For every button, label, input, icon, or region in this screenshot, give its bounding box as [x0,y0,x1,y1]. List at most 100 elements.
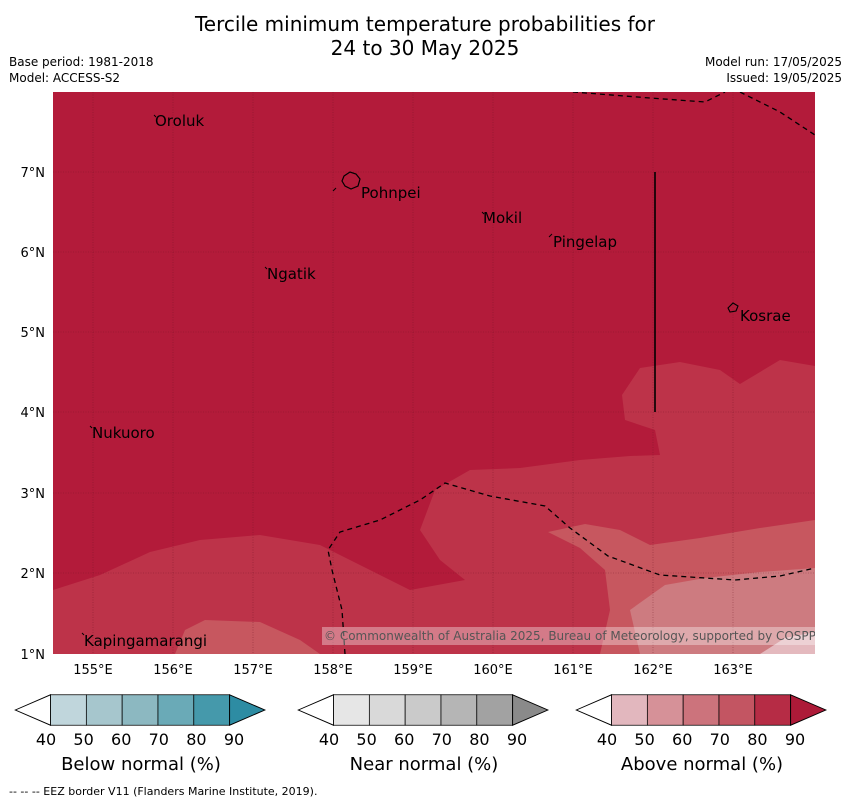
lon-tick-label: 163°E [713,663,753,678]
model-name: Model: ACCESS-S2 [9,71,121,85]
lat-tick-label: 1°N [21,648,46,663]
lat-tick-label: 7°N [21,166,46,181]
colorbar-tick-label: 40 [596,730,618,749]
meta-left: Base period: 1981-2018 Model: ACCESS-S2 [9,54,154,86]
copyright-box [322,627,815,645]
prob-region-60 [630,568,815,654]
colorbar-tick-label: 80 [469,730,490,749]
axis-labels: 155°E 156°E 157°E 158°E 159°E 160°E 161°E 162°E… [21,166,753,678]
colorbar-segment [193,694,230,726]
lat-tick-label: 2°N [21,567,46,582]
colorbar-caption: Near normal (%) [349,754,499,775]
lat-tick-label: 4°N [21,406,46,421]
model-run: Model run: 17/05/2025 [704,55,842,69]
colorbar-segment [85,694,123,726]
ant-atoll-mark [332,187,337,192]
meta-right: Model run: 17/05/2025 Issued: 19/05/2025 [705,54,842,86]
colorbar [575,694,828,726]
colorbar-tick-label: 50 [73,730,94,749]
lat-tick-label: 3°N [21,487,46,502]
issued-date: Issued: 19/05/2025 [726,71,842,85]
pohnpei-island-outline [341,171,361,190]
prob-region-70 [175,620,320,654]
colorbar-segment [718,694,756,726]
colorbar-segment [646,694,684,726]
colorbar-tick-label: 60 [111,730,132,749]
place-label-pohnpei: Pohnpei [361,184,421,202]
colorbar-caption: Below normal (%) [61,754,221,775]
eez-borders [327,92,815,654]
colorbar [297,694,550,726]
lon-tick-label: 160°E [473,663,513,678]
colorbar-tick-label: 60 [672,730,693,749]
place-label-pingelap: Pingelap [553,233,617,251]
lon-tick-label: 159°E [393,663,433,678]
colorbar-ticks: 40 50 60 70 80 90 [9,730,274,750]
colorbar-extend-low [14,694,52,726]
colorbar-tick-label: 70 [148,730,169,749]
colorbar-tick-label: 40 [318,730,340,749]
colorbar-segment [611,694,648,726]
place-label-kapingamarangi: Kapingamarangi [84,632,207,650]
colorbar-extend-high [229,694,267,726]
lon-tick-label: 155°E [73,663,113,678]
colorbar-tick-label: 60 [394,730,415,749]
colorbar-extend-low [297,694,335,726]
colorbar-tick-label: 40 [35,730,57,749]
colorbar-segment [476,694,513,726]
lon-tick-label: 161°E [553,663,593,678]
colorbar-segment [121,694,159,726]
lat-tick-label: 6°N [21,246,46,261]
colorbar-tick-label: 50 [634,730,655,749]
place-label-oroluk: Oroluk [155,112,204,130]
place-label-ngatik: Ngatik [267,265,316,283]
colorbar-tick-label: 70 [709,730,730,749]
eez-border-top-right [739,92,815,136]
colorbar [14,694,267,726]
lon-tick-label: 156°E [153,663,193,678]
colorbar-ticks: 40 50 60 70 80 90 [570,730,835,750]
base-period: Base period: 1981-2018 [9,55,154,69]
colorbar-tick-label: 80 [186,730,207,749]
colorbar-tick-label: 90 [506,730,528,749]
colorbar-extend-high [790,694,828,726]
place-label-mokil: Mokil [483,209,522,227]
title-line-1: Tercile minimum temperature probabilitie… [194,12,656,36]
colorbar-tick-label: 80 [747,730,768,749]
colorbar-tick-label: 50 [356,730,377,749]
colorbar-tick-label: 70 [431,730,452,749]
colorbar-segment [440,694,478,726]
place-label-nukuoro: Nukuoro [92,424,155,442]
lon-tick-label: 162°E [633,663,673,678]
place-label-kosrae: Kosrae [740,307,791,325]
copyright-text: © Commonwealth of Australia 2025, Bureau… [324,629,829,643]
prob-region-50 [760,632,815,654]
lon-tick-label: 158°E [313,663,353,678]
gridlines [53,92,815,654]
eez-footnote: -- -- -- EEZ border V11 (Flanders Marine… [9,785,318,798]
kosrae-island-outline [727,302,739,313]
colorbar-segment [754,694,791,726]
lon-tick-label: 157°E [233,663,273,678]
colorbar-segment [682,694,720,726]
map-title: Tercile minimum temperature probabilitie… [0,12,850,60]
lon-tick-labels: 155°E 156°E 157°E 158°E 159°E 160°E 161°E 162°E… [73,663,753,678]
colorbar-ticks: 40 50 60 70 80 90 [292,730,557,750]
colorbar-segment [404,694,442,726]
atoll-marks [81,114,553,636]
colorbar-segment [50,694,87,726]
lat-tick-label: 5°N [21,326,46,341]
colorbar-tick-label: 90 [223,730,245,749]
colorbar-extend-low [575,694,613,726]
colorbar-segment [157,694,195,726]
colorbar-segment [333,694,370,726]
colorbar-extend-high [512,694,550,726]
lat-tick-labels: 7°N 6°N 5°N 4°N 3°N 2°N 1°N [21,166,46,663]
colorbar-segment [368,694,406,726]
eez-border-top [572,92,726,103]
colorbar-caption: Above normal (%) [620,754,784,775]
title-line-2: 24 to 30 May 2025 [330,36,520,60]
place-labels: Oroluk Pohnpei Mokil Pingelap Ngatik Kos… [84,112,791,650]
colorbar-tick-label: 90 [784,730,806,749]
